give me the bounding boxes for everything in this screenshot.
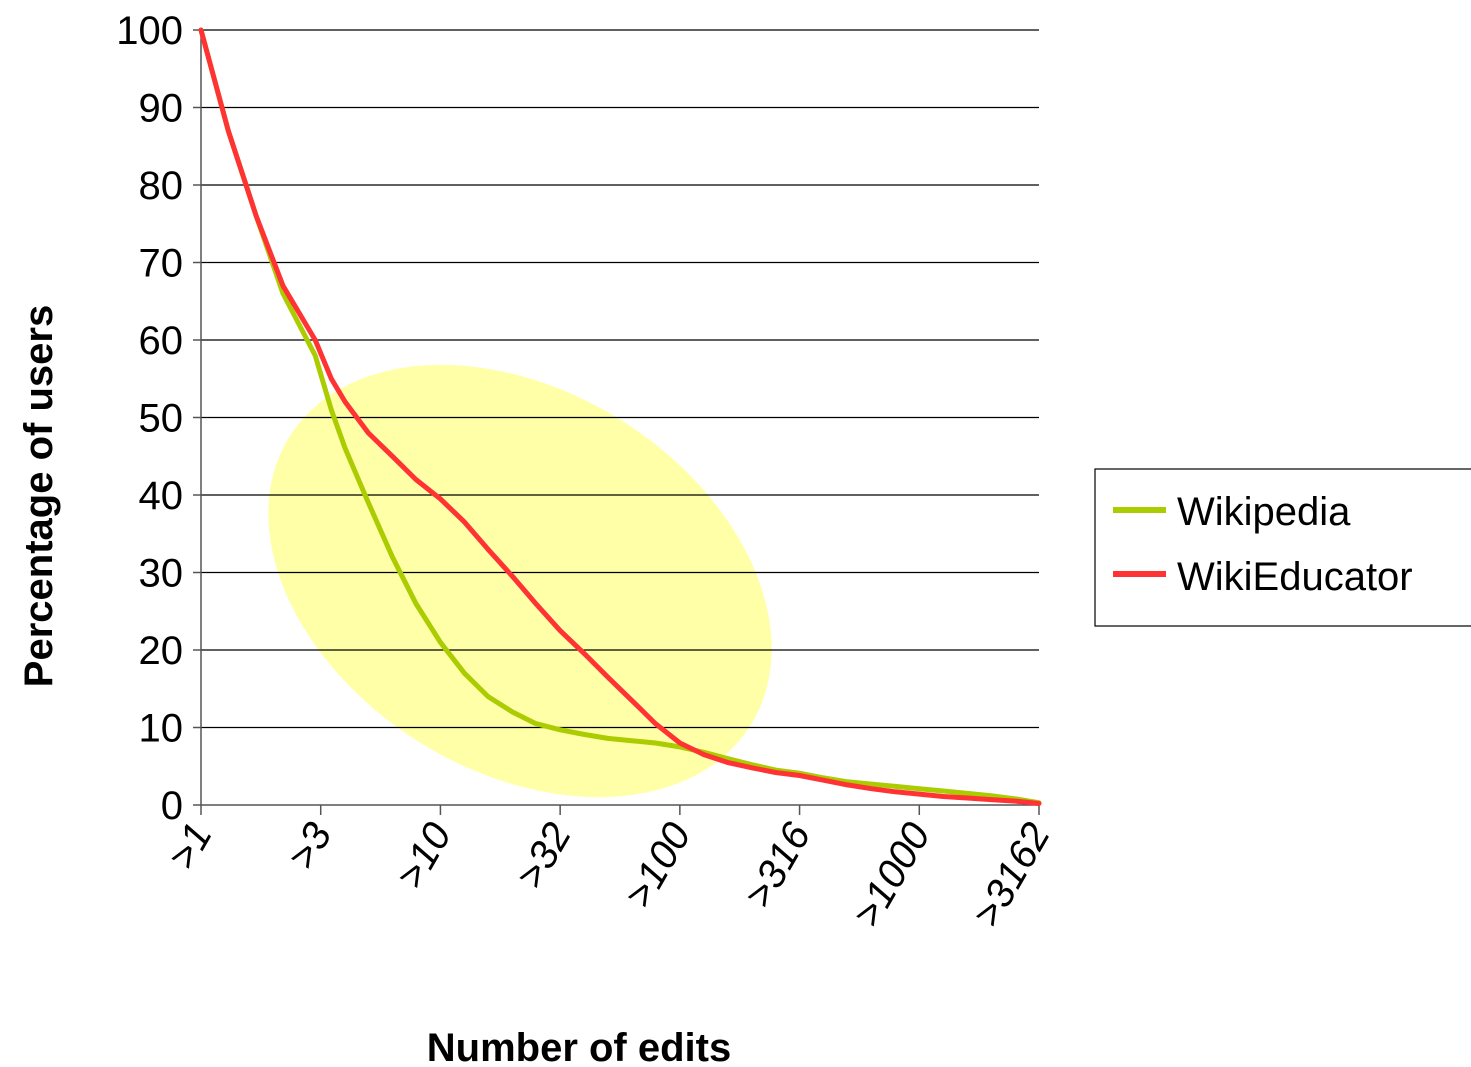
- x-axis-title: Number of edits: [427, 1026, 731, 1067]
- y-tick-label-80: 80: [139, 164, 184, 208]
- x-tick-label-5: >316: [736, 815, 820, 916]
- y-tick-label-20: 20: [139, 629, 184, 673]
- series-line-wikieducator: [198, 27, 1042, 806]
- y-tick-label-0: 0: [161, 784, 183, 828]
- legend-box: [1094, 468, 1471, 627]
- y-axis-title: Percentage of users: [17, 305, 61, 687]
- legend-label-wikipedia: Wikipedia: [1177, 490, 1351, 534]
- y-tick-label-70: 70: [139, 242, 184, 286]
- y-tick-label-90: 90: [139, 87, 184, 131]
- x-tick-label-7: >3162: [965, 816, 1059, 935]
- x-tick-label-6: >1000: [845, 815, 939, 934]
- y-tick-label-40: 40: [139, 474, 184, 518]
- x-tick-label-2: >10: [388, 816, 460, 897]
- series-line-wikipedia: [198, 27, 1042, 806]
- y-tick-label-10: 10: [139, 707, 184, 751]
- x-tick-label-4: >100: [616, 816, 699, 916]
- x-tick-label-3: >32: [508, 816, 580, 897]
- legend-label-wikieducator: WikiEducator: [1177, 555, 1413, 599]
- y-tick-label-60: 60: [139, 319, 184, 363]
- y-tick-label-50: 50: [139, 397, 184, 441]
- x-tick-label-1: >3: [280, 816, 341, 877]
- series-lines: [198, 27, 1042, 806]
- highlight-ellipse: [268, 364, 772, 798]
- gridlines: [201, 29, 1039, 729]
- legend: Wikipedia WikiEducator: [1094, 468, 1471, 627]
- y-tick-label-30: 30: [139, 552, 184, 596]
- y-tick-label-100: 100: [116, 9, 183, 53]
